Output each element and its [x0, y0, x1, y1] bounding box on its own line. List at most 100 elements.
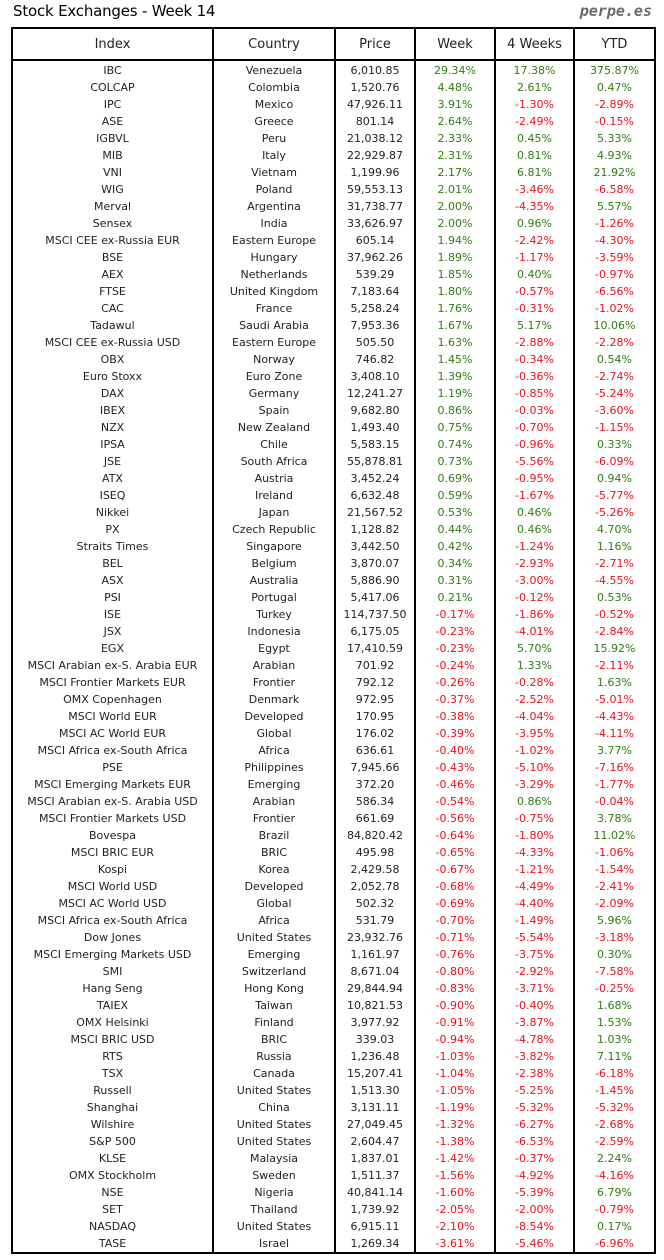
cell-ytd: -2.09% [573, 895, 656, 912]
cell-4-weeks: -1.24% [494, 538, 575, 555]
cell-price: 5,258.24 [334, 300, 416, 317]
cell-week: -0.54% [414, 793, 496, 810]
table-row: MSCI AC World EUR Global 176.02 -0.39% -3.95… [11, 725, 656, 742]
cell-week: 0.75% [414, 419, 496, 436]
cell-country: Portugal [212, 589, 336, 606]
cell-4-weeks: -0.57% [494, 283, 575, 300]
cell-country: Thailand [212, 1201, 336, 1218]
cell-country: Norway [212, 351, 336, 368]
cell-index: MSCI Arabian ex-S. Arabia USD [11, 793, 214, 810]
column-header-country: Country [212, 27, 336, 61]
table-row: MSCI Emerging Markets EUR Emerging 372.20-… [11, 776, 656, 793]
cell-4-weeks: -1.67% [494, 487, 575, 504]
table-row: PX Czech Republic 1,128.82 0.44% 0.46% 4.70% [11, 521, 656, 538]
cell-week: 0.53% [414, 504, 496, 521]
cell-index: FTSE [11, 283, 214, 300]
cell-index: PX [11, 521, 214, 538]
cell-index: MSCI Emerging Markets EUR [11, 776, 214, 793]
cell-country: Sweden [212, 1167, 336, 1184]
cell-week: 0.34% [414, 555, 496, 572]
cell-week: -1.04% [414, 1065, 496, 1082]
cell-ytd: -1.77% [573, 776, 656, 793]
cell-country: Vietnam [212, 164, 336, 181]
cell-index: OBX [11, 351, 214, 368]
cell-index: MSCI CEE ex-Russia EUR [11, 232, 214, 249]
cell-week: 0.44% [414, 521, 496, 538]
cell-4-weeks: -5.32% [494, 1099, 575, 1116]
cell-country: Philippines [212, 759, 336, 776]
cell-week: -1.32% [414, 1116, 496, 1133]
cell-4-weeks: -0.95% [494, 470, 575, 487]
cell-week: -1.05% [414, 1082, 496, 1099]
cell-week: 2.64% [414, 113, 496, 130]
table-row: MSCI BRIC EUR BRIC 495.98 -0.65% -4.33% -1.06… [11, 844, 656, 861]
cell-index: Hang Seng [11, 980, 214, 997]
cell-ytd: 1.63% [573, 674, 656, 691]
cell-country: France [212, 300, 336, 317]
cell-4-weeks: -1.80% [494, 827, 575, 844]
cell-week: 0.59% [414, 487, 496, 504]
cell-index: S&P 500 [11, 1133, 214, 1150]
cell-ytd: 4.70% [573, 521, 656, 538]
cell-week: -0.43% [414, 759, 496, 776]
table-row: EGX Egypt 17,410.59 -0.23% 5.70% 15.92% [11, 640, 656, 657]
cell-ytd: -0.97% [573, 266, 656, 283]
cell-index: ASX [11, 572, 214, 589]
cell-price: 40,841.14 [334, 1184, 416, 1201]
cell-4-weeks: -4.78% [494, 1031, 575, 1048]
cell-ytd: -5.32% [573, 1099, 656, 1116]
cell-price: 1,739.92 [334, 1201, 416, 1218]
cell-ytd: 5.57% [573, 198, 656, 215]
cell-ytd: -1.02% [573, 300, 656, 317]
cell-country: Indonesia [212, 623, 336, 640]
cell-4-weeks: 0.46% [494, 521, 575, 538]
table-row: PSE Philippines 7,945.66 -0.43% -5.10% -7.16% [11, 759, 656, 776]
cell-price: 1,236.48 [334, 1048, 416, 1065]
table-row: ATX Austria 3,452.24 0.69% -0.95% 0.94% [11, 470, 656, 487]
cell-price: 9,682.80 [334, 402, 416, 419]
cell-ytd: 21.92% [573, 164, 656, 181]
cell-ytd: -0.79% [573, 1201, 656, 1218]
cell-price: 17,410.59 [334, 640, 416, 657]
cell-4-weeks: -3.46% [494, 181, 575, 198]
table-row: IPSA Chile 5,583.15 0.74% -0.96% 0.33% [11, 436, 656, 453]
cell-week: 1.94% [414, 232, 496, 249]
cell-ytd: 5.96% [573, 912, 656, 929]
cell-ytd: -4.16% [573, 1167, 656, 1184]
table-row: MSCI CEE ex-Russia USD Eastern Europe 505.… [11, 334, 656, 351]
cell-country: Finland [212, 1014, 336, 1031]
table-row: MSCI Frontier Markets USD Frontier 661.69-… [11, 810, 656, 827]
cell-country: Belgium [212, 555, 336, 572]
cell-price: 2,429.58 [334, 861, 416, 878]
cell-index: OMX Stockholm [11, 1167, 214, 1184]
cell-4-weeks: -1.02% [494, 742, 575, 759]
cell-index: Sensex [11, 215, 214, 232]
table-row: ISE Turkey 114,737.50 -0.17% -1.86% -0.52% [11, 606, 656, 623]
cell-index: Tadawul [11, 317, 214, 334]
cell-country: United States [212, 929, 336, 946]
column-header-index: Index [11, 27, 214, 61]
cell-week: -0.91% [414, 1014, 496, 1031]
cell-country: Global [212, 895, 336, 912]
cell-ytd: -0.25% [573, 980, 656, 997]
cell-country: United States [212, 1082, 336, 1099]
page-title: Stock Exchanges - Week 14 [13, 2, 216, 20]
cell-index: NSE [11, 1184, 214, 1201]
cell-country: United States [212, 1218, 336, 1235]
table-row: Sensex India 33,626.97 2.00% 0.96% -1.26% [11, 215, 656, 232]
cell-4-weeks: -4.33% [494, 844, 575, 861]
cell-4-weeks: -4.01% [494, 623, 575, 640]
cell-4-weeks: -0.96% [494, 436, 575, 453]
cell-week: -0.65% [414, 844, 496, 861]
cell-country: Israel [212, 1235, 336, 1253]
cell-index: Euro Stoxx [11, 368, 214, 385]
cell-4-weeks: 0.86% [494, 793, 575, 810]
table-row: VNI Vietnam 1,199.96 2.17% 6.81% 21.92% [11, 164, 656, 181]
cell-4-weeks: -1.49% [494, 912, 575, 929]
cell-4-weeks: -3.82% [494, 1048, 575, 1065]
table-row: MSCI BRIC USD BRIC 339.03 -0.94% -4.78% 1.03% [11, 1031, 656, 1048]
table-row: KLSE Malaysia 1,837.01 -1.42% -0.37% 2.24% [11, 1150, 656, 1167]
table-row: MSCI World USD Developed 2,052.78 -0.68% -4.… [11, 878, 656, 895]
table-row: OMX Stockholm Sweden 1,511.37 -1.56% -4.92% -… [11, 1167, 656, 1184]
cell-price: 3,870.07 [334, 555, 416, 572]
